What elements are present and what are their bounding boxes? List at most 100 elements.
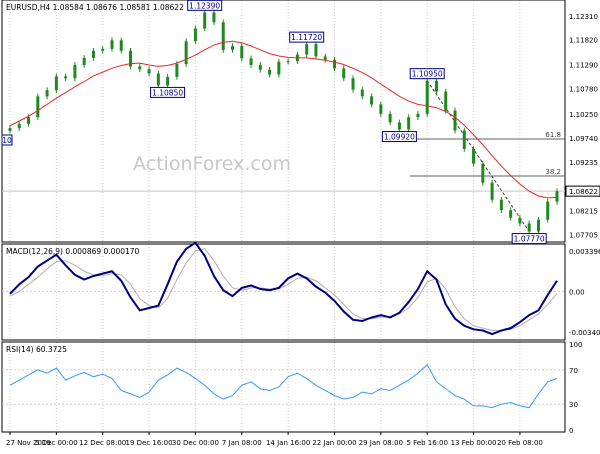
swing-label-box xyxy=(409,68,445,80)
candle-body xyxy=(64,76,68,79)
macd-pane-frame xyxy=(1,243,566,341)
price-ytick-label: 1.12310 xyxy=(569,13,598,21)
candle-body xyxy=(360,89,364,97)
candle-body xyxy=(388,113,392,123)
swing-label: 1.07770 xyxy=(514,235,545,244)
price-pane-frame xyxy=(1,0,566,243)
x-tick-label: 29 Jan 08:00 xyxy=(359,439,403,447)
candle-body xyxy=(434,80,438,92)
x-tick-label: 5 Dec 00:00 xyxy=(35,439,78,447)
candle-body xyxy=(472,148,476,164)
x-tick-label: 19 Dec 16:00 xyxy=(126,439,173,447)
candle-body xyxy=(536,219,540,232)
candle-body xyxy=(193,28,197,42)
price-ytick-label: 1.09740 xyxy=(569,135,598,143)
candle-body xyxy=(416,113,420,118)
macd-line xyxy=(9,241,558,336)
candle-body xyxy=(166,76,170,86)
candle-body xyxy=(156,73,160,86)
candle-body xyxy=(509,210,513,218)
candle-body xyxy=(240,46,244,59)
macd-signal-line xyxy=(9,248,558,332)
swing-label-box xyxy=(187,0,223,11)
price-ytick-label: 1.08215 xyxy=(569,207,598,215)
left-cut-label: 10 xyxy=(2,136,12,145)
x-tick-label: 20 Feb 08:00 xyxy=(497,439,543,447)
x-tick-label: 22 Jan 00:00 xyxy=(312,439,356,447)
candle-body xyxy=(351,78,355,90)
candle-body xyxy=(462,130,466,149)
candle-body xyxy=(527,223,531,232)
x-tick-label: 7 Jan 08:00 xyxy=(222,439,262,447)
candle-body xyxy=(332,59,336,69)
swing-label-box xyxy=(150,86,186,98)
candle-body xyxy=(323,56,327,60)
candle-body xyxy=(212,12,216,23)
macd-ytick-label: 0.003396 xyxy=(569,248,600,256)
rsi-ytick-label: 30 xyxy=(569,401,578,409)
candle-body xyxy=(231,46,235,50)
rsi-ytick-label: 100 xyxy=(569,341,582,349)
candle-body xyxy=(73,65,77,79)
macd-ytick-label: -0.003404 xyxy=(569,329,600,337)
candle-body xyxy=(138,66,142,70)
price-ytick-label: 1.10780 xyxy=(569,86,598,94)
candle-body xyxy=(499,199,503,211)
macd-pane-header: MACD(12,26,9) 0.000869 0.000170 xyxy=(6,247,140,256)
candle-body xyxy=(370,96,374,105)
candle-body xyxy=(314,44,318,57)
candle-body xyxy=(147,69,151,74)
candle-body xyxy=(490,182,494,200)
fib-label: 38.2 xyxy=(545,168,561,176)
swing-label: 1.11720 xyxy=(291,33,322,42)
moving-average-line xyxy=(9,40,558,199)
candle-body xyxy=(277,61,281,75)
candle-body xyxy=(249,58,253,66)
rsi-ytick-label: 70 xyxy=(569,367,578,375)
price-ytick-label: 1.08622 xyxy=(569,188,598,196)
rsi-pane-header: RSI(14) 60.3725 xyxy=(6,345,67,354)
candle-body xyxy=(8,128,12,131)
watermark-text: ActionForex.com xyxy=(133,153,291,175)
candle-body xyxy=(258,65,262,70)
candle-body xyxy=(36,96,40,118)
candle-body xyxy=(82,57,86,66)
candle-body xyxy=(453,110,457,131)
candle-body xyxy=(397,122,401,130)
price-ytick-label: 1.07705 xyxy=(569,232,598,240)
candle-body xyxy=(129,50,133,67)
candle-body xyxy=(110,40,114,49)
price-ytick-label: 1.10250 xyxy=(569,111,598,119)
candle-body xyxy=(184,41,188,65)
candle-body xyxy=(221,22,225,50)
swing-label-box xyxy=(511,233,547,245)
candle-body xyxy=(286,61,290,63)
candle-body xyxy=(425,80,429,114)
price-ytick-label: 1.09235 xyxy=(569,159,598,167)
candle-body xyxy=(481,163,485,183)
x-tick-label: 5 Feb 16:00 xyxy=(406,439,447,447)
candle-body xyxy=(518,217,522,224)
candle-body xyxy=(546,201,550,220)
swing-label: 1.12390 xyxy=(189,1,220,10)
x-tick-label: 13 Feb 00:00 xyxy=(451,439,497,447)
candle-body xyxy=(407,117,411,130)
swing-label-box xyxy=(289,31,325,43)
fib-label: 61.8 xyxy=(545,131,561,139)
candle-body xyxy=(45,90,49,97)
candle-body xyxy=(54,76,58,91)
candle-body xyxy=(27,117,31,124)
rsi-line xyxy=(9,363,558,409)
current-price-box xyxy=(565,185,600,197)
candle-body xyxy=(379,104,383,114)
x-tick-label: 27 Nov 2019 xyxy=(6,439,51,447)
rsi-ytick-label: 0 xyxy=(569,427,573,435)
x-tick-label: 30 Dec 00:00 xyxy=(172,439,219,447)
left-cut-label-box xyxy=(1,134,13,146)
macd-ytick-label: 0.00 xyxy=(569,288,585,296)
price-pane-header: EURUSD,H4 1.08584 1.08676 1.08581 1.0862… xyxy=(6,3,184,12)
candle-body xyxy=(91,50,95,58)
candle-body xyxy=(203,12,207,29)
candle-body xyxy=(444,91,448,111)
